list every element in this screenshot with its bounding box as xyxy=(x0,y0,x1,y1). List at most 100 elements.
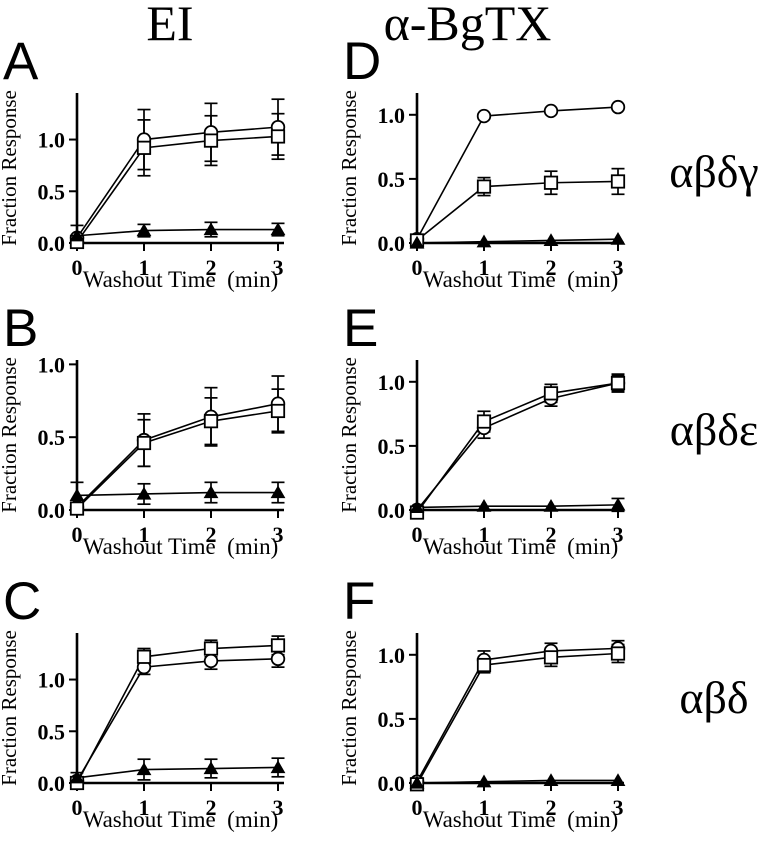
marker-open-square xyxy=(136,435,152,451)
series-line-filled-triangle xyxy=(76,491,278,497)
panel-plot-a: 0.0 0.5 1.0 0 1 2 3 Fraction Response Washout Ti… xyxy=(0,33,286,292)
y-axis-title: Fraction Response xyxy=(340,90,361,246)
panel-plot-d: 0.0 0.5 1.0 0 1 2 3 Fraction Response Washout Ti… xyxy=(340,33,626,292)
x-tick-label: 0 xyxy=(412,795,423,820)
series-line-open-circle xyxy=(76,402,279,508)
marker-filled-triangle xyxy=(69,488,85,502)
marker-filled-triangle xyxy=(543,773,559,787)
marker-filled-triangle xyxy=(136,762,152,776)
marker-open-square xyxy=(136,649,152,664)
x-axis-title: Washout Time (min) xyxy=(83,534,279,559)
marker-filled-triangle xyxy=(203,485,219,499)
y-tick-label: 0.0 xyxy=(378,498,406,523)
x-tick-label: 3 xyxy=(273,255,284,280)
row-label-abdg: αβδγ xyxy=(669,146,759,197)
marker-open-square xyxy=(610,646,626,661)
marker-open-square xyxy=(610,375,626,391)
y-tick-label: 0.5 xyxy=(378,167,406,192)
series-line-open-square xyxy=(416,652,619,785)
x-axis-title: Washout Time (min) xyxy=(423,267,619,292)
panel-f: 0.0 0.5 1.0 0 1 2 3 Fraction Response Washout Ti… xyxy=(340,573,675,841)
x-axis-title: Washout Time (min) xyxy=(423,807,619,832)
x-tick-label: 1 xyxy=(139,795,150,820)
panel-c: 0.0 0.5 1.0 0 1 2 3 Fraction Response Washout Ti… xyxy=(0,573,335,841)
x-tick-label: 0 xyxy=(412,522,423,547)
y-tick-label: 1.0 xyxy=(38,668,66,693)
y-tick-label: 1.0 xyxy=(38,352,66,377)
series-line-filled-triangle xyxy=(76,228,278,237)
marker-open-square xyxy=(543,386,559,401)
y-tick-label: 0.5 xyxy=(378,434,406,459)
marker-filled-triangle xyxy=(69,228,85,242)
x-tick-label: 0 xyxy=(72,522,83,547)
series-line-open-circle xyxy=(76,658,279,782)
x-tick-label: 1 xyxy=(479,795,490,820)
panel-letter: D xyxy=(343,33,381,91)
series-line-filled-triangle xyxy=(416,779,618,784)
marker-filled-triangle xyxy=(610,773,626,787)
marker-open-square xyxy=(270,638,286,653)
marker-open-circle xyxy=(270,651,286,667)
x-tick-label: 3 xyxy=(613,795,624,820)
series-line-open-circle xyxy=(416,647,619,783)
x-tick-label: 3 xyxy=(613,522,624,547)
y-tick-label: 0.0 xyxy=(378,771,406,796)
x-axis-title: Washout Time (min) xyxy=(83,807,279,832)
y-tick-label: 1.0 xyxy=(378,643,406,668)
x-tick-label: 0 xyxy=(412,255,423,280)
marker-filled-triangle xyxy=(136,486,152,500)
series-line-open-square xyxy=(416,180,619,242)
marker-filled-triangle xyxy=(610,497,626,511)
marker-open-circle xyxy=(543,103,559,119)
marker-open-square xyxy=(69,501,85,516)
x-tick-label: 1 xyxy=(479,255,490,280)
y-axis-title: Fraction Response xyxy=(0,90,21,246)
series-line-open-square xyxy=(76,135,279,243)
marker-open-square xyxy=(203,641,219,656)
marker-open-square xyxy=(136,140,152,155)
x-tick-label: 2 xyxy=(546,795,557,820)
series-line-open-circle xyxy=(416,106,619,240)
marker-filled-triangle xyxy=(543,233,559,247)
marker-filled-triangle xyxy=(409,235,425,249)
marker-open-circle xyxy=(610,99,626,115)
marker-filled-triangle xyxy=(136,223,152,237)
marker-filled-triangle xyxy=(610,231,626,245)
x-tick-label: 3 xyxy=(273,522,284,547)
panel-plot-e: 0.0 0.5 1.0 0 1 2 3 Fraction Response Washout Ti… xyxy=(340,300,626,559)
marker-open-circle xyxy=(476,108,492,124)
y-axis-title: Fraction Response xyxy=(0,357,21,513)
marker-filled-triangle xyxy=(476,498,492,512)
x-axis-title: Washout Time (min) xyxy=(83,267,279,292)
x-axis-title: Washout Time (min) xyxy=(423,534,619,559)
series-line-filled-triangle xyxy=(416,238,619,244)
x-tick-label: 1 xyxy=(139,522,150,547)
marker-open-square xyxy=(476,414,492,429)
x-tick-label: 1 xyxy=(479,522,490,547)
column-title-ei: EI xyxy=(146,0,194,51)
x-tick-label: 2 xyxy=(206,522,217,547)
y-tick-label: 1.0 xyxy=(378,370,406,395)
y-tick-label: 0.0 xyxy=(38,231,66,256)
panel-letter: E xyxy=(343,300,378,358)
marker-open-square xyxy=(610,174,626,189)
panel-a: 0.0 0.5 1.0 0 1 2 3 Fraction Response Washout Ti… xyxy=(0,33,335,301)
panel-letter: F xyxy=(343,573,375,631)
y-tick-label: 0.0 xyxy=(38,771,66,796)
marker-filled-triangle xyxy=(270,760,286,774)
y-tick-label: 0.0 xyxy=(378,231,406,256)
panel-b: 0.0 0.5 1.0 0 1 2 3 Fraction Response Washout Ti… xyxy=(0,300,335,568)
series-line-filled-triangle xyxy=(416,504,619,509)
panel-letter: C xyxy=(3,573,41,631)
marker-open-square xyxy=(543,175,559,190)
marker-filled-triangle xyxy=(543,498,559,512)
series-line-open-circle xyxy=(416,382,619,511)
x-tick-label: 3 xyxy=(613,255,624,280)
marker-open-square xyxy=(203,133,219,148)
panel-d: 0.0 0.5 1.0 0 1 2 3 Fraction Response Washout Ti… xyxy=(340,33,675,301)
panel-plot-c: 0.0 0.5 1.0 0 1 2 3 Fraction Response Washout Ti… xyxy=(0,573,286,832)
y-axis-title: Fraction Response xyxy=(0,630,21,786)
y-tick-label: 0.5 xyxy=(378,707,406,732)
x-tick-label: 2 xyxy=(206,255,217,280)
